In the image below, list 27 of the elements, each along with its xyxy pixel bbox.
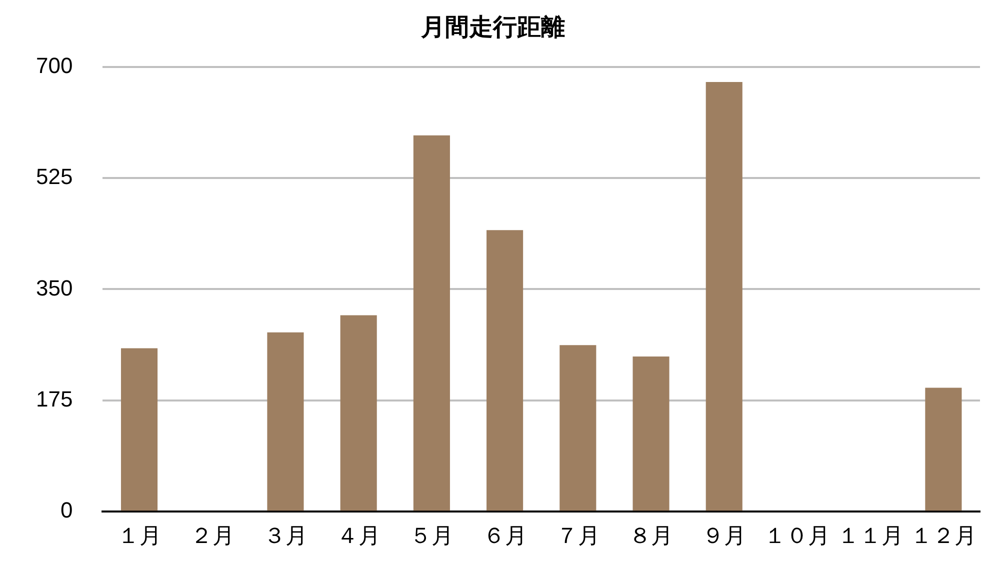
- x-tick-label: １０月: [764, 522, 830, 548]
- bar: [706, 82, 742, 511]
- bar: [413, 135, 450, 511]
- x-tick-label: １２月: [910, 522, 976, 548]
- bar: [486, 230, 524, 511]
- x-tick-label: ６月: [482, 522, 527, 548]
- chart-title: 月間走行距離: [420, 14, 565, 42]
- y-tick-label: 175: [36, 386, 73, 412]
- x-tick-label: ４月: [336, 522, 381, 548]
- x-tick-label: ９月: [702, 522, 746, 548]
- bar: [120, 348, 158, 511]
- y-tick-label: 350: [36, 275, 73, 300]
- bar: [925, 388, 962, 511]
- x-tick-label: ５月: [410, 522, 454, 548]
- bar: [632, 356, 670, 511]
- bar: [267, 332, 304, 511]
- x-tick-label: １１月: [837, 522, 904, 548]
- x-tick-label: ７月: [556, 522, 600, 548]
- x-tick-label: ２月: [190, 522, 234, 548]
- y-tick-label: 700: [36, 52, 73, 78]
- x-tick-label: ８月: [629, 522, 674, 548]
- x-tick-label: １月: [117, 522, 162, 548]
- bar: [340, 315, 377, 511]
- x-tick-label: ３月: [263, 522, 308, 548]
- y-tick-label: 0: [60, 498, 73, 523]
- bar: [560, 345, 596, 511]
- y-tick-label: 525: [36, 164, 73, 190]
